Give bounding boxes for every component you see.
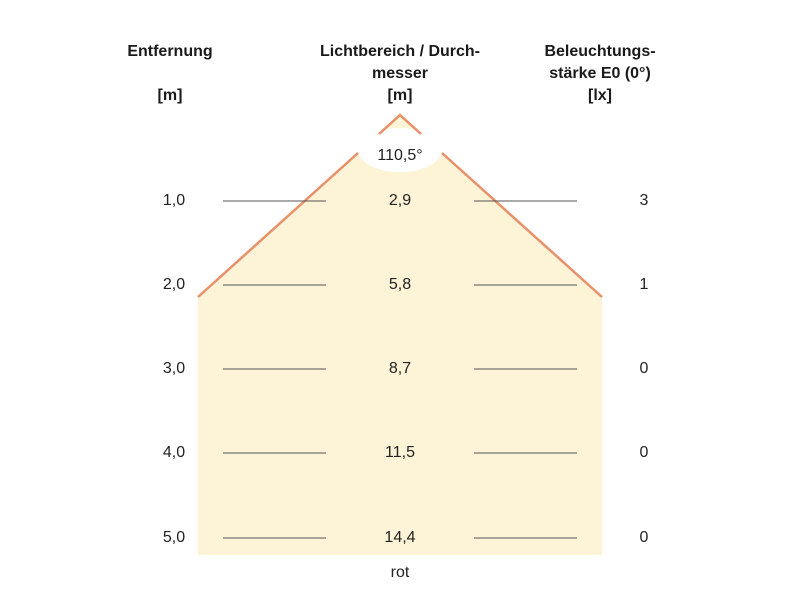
lux-value: 1 [639,276,649,293]
distance-value: 1,0 [162,192,186,209]
beam-edge-top [378,113,422,135]
diameter-value: 2,9 [388,192,412,209]
distance-value: 2,0 [162,276,186,293]
beam-edge-left [197,152,359,298]
angle-cutout [358,128,442,172]
diameter-header-title-2: messer [371,65,429,82]
distance-header: Entfernung [m] [100,41,240,107]
diameter-value: 5,8 [388,276,412,293]
lux-value: 0 [639,529,649,546]
distance-header-title: Entfernung [127,43,213,60]
illuminance-header-unit: [lx] [588,87,612,104]
diameter-value: 14,4 [384,529,416,546]
beam-angle: 110,5° [377,147,423,164]
diameter-header: Lichtbereich / Durch- messer [m] [300,41,500,107]
diameter-value: 8,7 [388,360,412,377]
distance-header-unit: [m] [157,87,183,104]
beam-area [198,115,602,555]
beam-edge-right [441,152,603,298]
color-label: rot [390,564,410,581]
distance-value: 4,0 [162,444,186,461]
diameter-header-unit: [m] [387,87,413,104]
diameter-header-title-1: Lichtbereich / Durch- [319,43,481,60]
diameter-value: 11,5 [385,444,415,461]
distance-value: 3,0 [162,360,186,377]
row-rules [223,200,577,539]
illuminance-header-title-1: Beleuchtungs- [544,43,656,60]
lux-value: 0 [639,444,649,461]
illuminance-header: Beleuchtungs- stärke E0 (0°) [lx] [520,41,680,107]
distance-value: 5,0 [162,529,186,546]
lux-value: 3 [639,192,649,209]
lux-value: 0 [639,360,649,377]
illuminance-header-title-2: stärke E0 (0°) [549,65,651,82]
